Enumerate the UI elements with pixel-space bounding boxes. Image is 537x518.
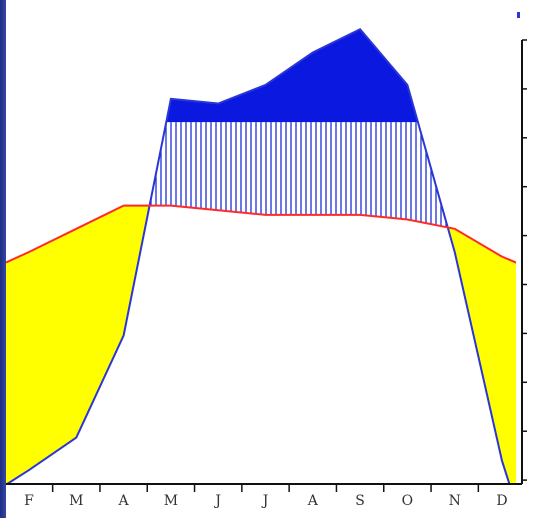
x-tick-label: F — [24, 493, 34, 509]
x-tick-label: N — [449, 493, 461, 509]
x-tick-label: O — [402, 493, 413, 509]
x-tick-label: J — [213, 493, 221, 509]
x-tick-label: M — [69, 493, 83, 509]
x-tick-label: S — [355, 493, 365, 509]
wet-period-hatch — [150, 122, 447, 228]
corner-mark — [517, 12, 520, 18]
x-tick-label: A — [118, 493, 130, 509]
x-tick-label: M — [164, 493, 178, 509]
x-tick-label: A — [307, 493, 319, 509]
excess-precipitation-fill — [167, 29, 417, 123]
slide-left-edge — [0, 0, 6, 518]
x-tick-label: D — [496, 493, 507, 509]
dry-period-fill — [448, 227, 516, 484]
x-tick-label: J — [261, 493, 269, 509]
precipitation-line — [6, 28, 511, 484]
dry-period-fill — [6, 205, 149, 484]
temperature-line — [6, 204, 516, 264]
